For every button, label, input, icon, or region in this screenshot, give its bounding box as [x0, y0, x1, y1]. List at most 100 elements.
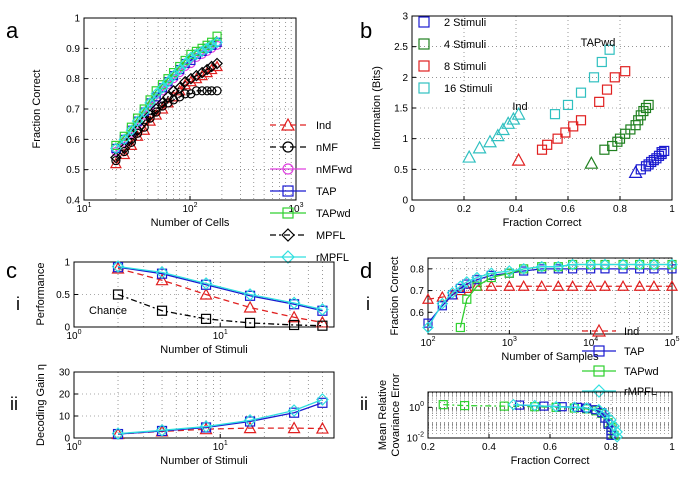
b-annotation-ind: Ind	[512, 101, 527, 113]
a-point-MPFL-14	[196, 66, 208, 79]
c-i-point-rMPFL-5	[316, 303, 329, 316]
d_ii-point-TAP-6	[597, 408, 607, 418]
c-i-point-Ind-2	[199, 287, 213, 300]
b-point-1-2	[612, 136, 623, 147]
panel-sub-c-i: i	[16, 294, 20, 314]
d_i-point-Ind-7	[503, 279, 516, 291]
d_ii-xtick-label-1: 0.4	[482, 442, 496, 453]
d_i-point-Ind-6	[485, 279, 498, 291]
a-point-nMF-0	[111, 155, 121, 166]
a-point-TAPwd-0	[111, 140, 121, 150]
a-point-MPFL-8	[162, 91, 174, 103]
b-point-1-10	[640, 102, 652, 114]
b-legend-label-2: 8 Stimuli	[444, 61, 486, 73]
a-point-MPFL-0	[110, 151, 122, 164]
a-point-MPFL-1	[118, 142, 131, 155]
c-ii-point-rMPFL-3	[243, 414, 257, 427]
b-point-2-3	[560, 127, 571, 138]
b-point-0-9	[659, 145, 670, 157]
d_i-axes-frame	[427, 257, 673, 335]
d_i-point-rMPFL-1	[436, 297, 449, 310]
d_i-point-TAP-2	[447, 290, 458, 300]
a-point-Ind-6	[150, 108, 163, 120]
a-point-MPFL-5	[144, 109, 156, 121]
b-ylabel: Information (Bits)	[371, 66, 383, 150]
b-ind-point-2	[511, 152, 526, 166]
c-ii-point-rMPFL-2	[199, 420, 213, 433]
b-point-2-2	[552, 133, 563, 144]
a-point-TAPwd-16	[207, 37, 217, 47]
a-xlabel: Number of Cells	[151, 217, 230, 229]
d_ii-xtick-label-0: 0.2	[421, 442, 435, 453]
d_i-point-Ind-12	[584, 279, 597, 291]
c_i-xtick-label-1: 101	[213, 329, 228, 342]
c-i-point-Chance-4	[288, 319, 300, 331]
b-point-2-8	[609, 72, 620, 83]
d-i-legend-label-TAP: TAP	[624, 346, 645, 358]
a-legend-marker-MPFL	[281, 228, 295, 242]
d_i-point-rMPFL-17	[666, 258, 678, 271]
b-point-2-1	[542, 139, 553, 150]
a-xtick-label-1: 102	[182, 202, 197, 215]
d_i-point-Ind-13	[598, 279, 612, 291]
c-i-point-rMPFL-1	[155, 266, 169, 279]
d_i-point-TAP-1	[437, 301, 447, 311]
b-xtick-label-1: 0.2	[457, 204, 471, 215]
c-i-point-rMPFL-0	[111, 260, 125, 273]
a-point-MPFL-7	[156, 97, 169, 109]
d_i-point-rMPFL-9	[535, 260, 548, 273]
a-point-rMPFL-1	[118, 133, 131, 146]
a-point-rMPFL-5	[144, 97, 156, 109]
c_ii-xlabel: Number of Stimuli	[160, 455, 247, 467]
d_i-point-Ind-15	[633, 279, 646, 291]
b-point-2-9	[620, 66, 631, 77]
a-ytick-label-2: 0.6	[66, 135, 80, 146]
c-ii-point-rMPFL-0	[111, 427, 125, 440]
b-ind-tri-3-2	[482, 134, 498, 148]
c-ii-point-rMPFL-5	[316, 393, 329, 406]
d_i-point-Ind-9	[535, 279, 548, 291]
d-i-ylabel: Fraction Correct	[389, 257, 401, 336]
d-i-legend-label-Ind: Ind	[624, 326, 639, 338]
d_i-point-rMPFL-6	[485, 267, 498, 280]
c-i-annotation-chance: Chance	[89, 305, 127, 317]
a-point-rMPFL-13	[190, 48, 203, 61]
d_ii-xlabel: Fraction Correct	[511, 455, 590, 467]
b-ind-tri-3-4	[495, 122, 511, 136]
d_i-xtick-label-2: 104	[583, 336, 598, 349]
d_i-point-TAPwd-4	[504, 268, 514, 278]
d_ii-point-rMPFL-1	[528, 399, 541, 412]
c-i-point-Ind-3	[243, 300, 257, 313]
b-xtick-label-3: 0.6	[561, 204, 575, 215]
c_i-ytick-label-0: 0	[64, 323, 70, 334]
a-point-nMF-14	[197, 86, 207, 96]
a-point-rMPFL-15	[201, 42, 213, 55]
d_ii-point-rMPFL-0	[507, 398, 520, 411]
a-point-rMPFL-6	[150, 87, 163, 100]
d_i-point-rMPFL-7	[503, 265, 516, 277]
c-i-point-Chance-0	[112, 289, 124, 300]
b-ind-tri-3-7	[511, 106, 526, 120]
a-legend-marker-nMFwd	[282, 163, 294, 175]
d_ii-ytick-label-1: 100	[409, 401, 424, 414]
b-ytick-label-3: 1.5	[394, 104, 408, 115]
a-point-TAPwd-17	[212, 31, 222, 41]
d_i-point-TAPwd-1	[462, 294, 472, 304]
c-i-point-Ind-5	[315, 315, 329, 328]
b-point-2-4	[568, 121, 579, 132]
b-point-3-0	[549, 109, 561, 120]
a-point-MPFL-12	[185, 72, 197, 85]
a-point-rMPFL-16	[205, 39, 218, 52]
b-point-3-1	[562, 99, 574, 111]
b-point-2-6	[594, 96, 605, 107]
a-point-TAPwd-13	[191, 46, 202, 56]
c_i-ytick-label-1: 0.5	[56, 290, 70, 301]
a-ytick-label-1: 0.5	[66, 165, 80, 176]
d_i-point-rMPFL-10	[552, 260, 565, 273]
d_ii-axes-frame	[427, 391, 673, 439]
c-ii-point-rMPFL-4	[287, 404, 301, 417]
c_ii-ytick-label-1: 10	[59, 412, 71, 423]
a-point-rMPFL-8	[162, 75, 174, 88]
c_ii-axes-frame	[73, 371, 335, 439]
